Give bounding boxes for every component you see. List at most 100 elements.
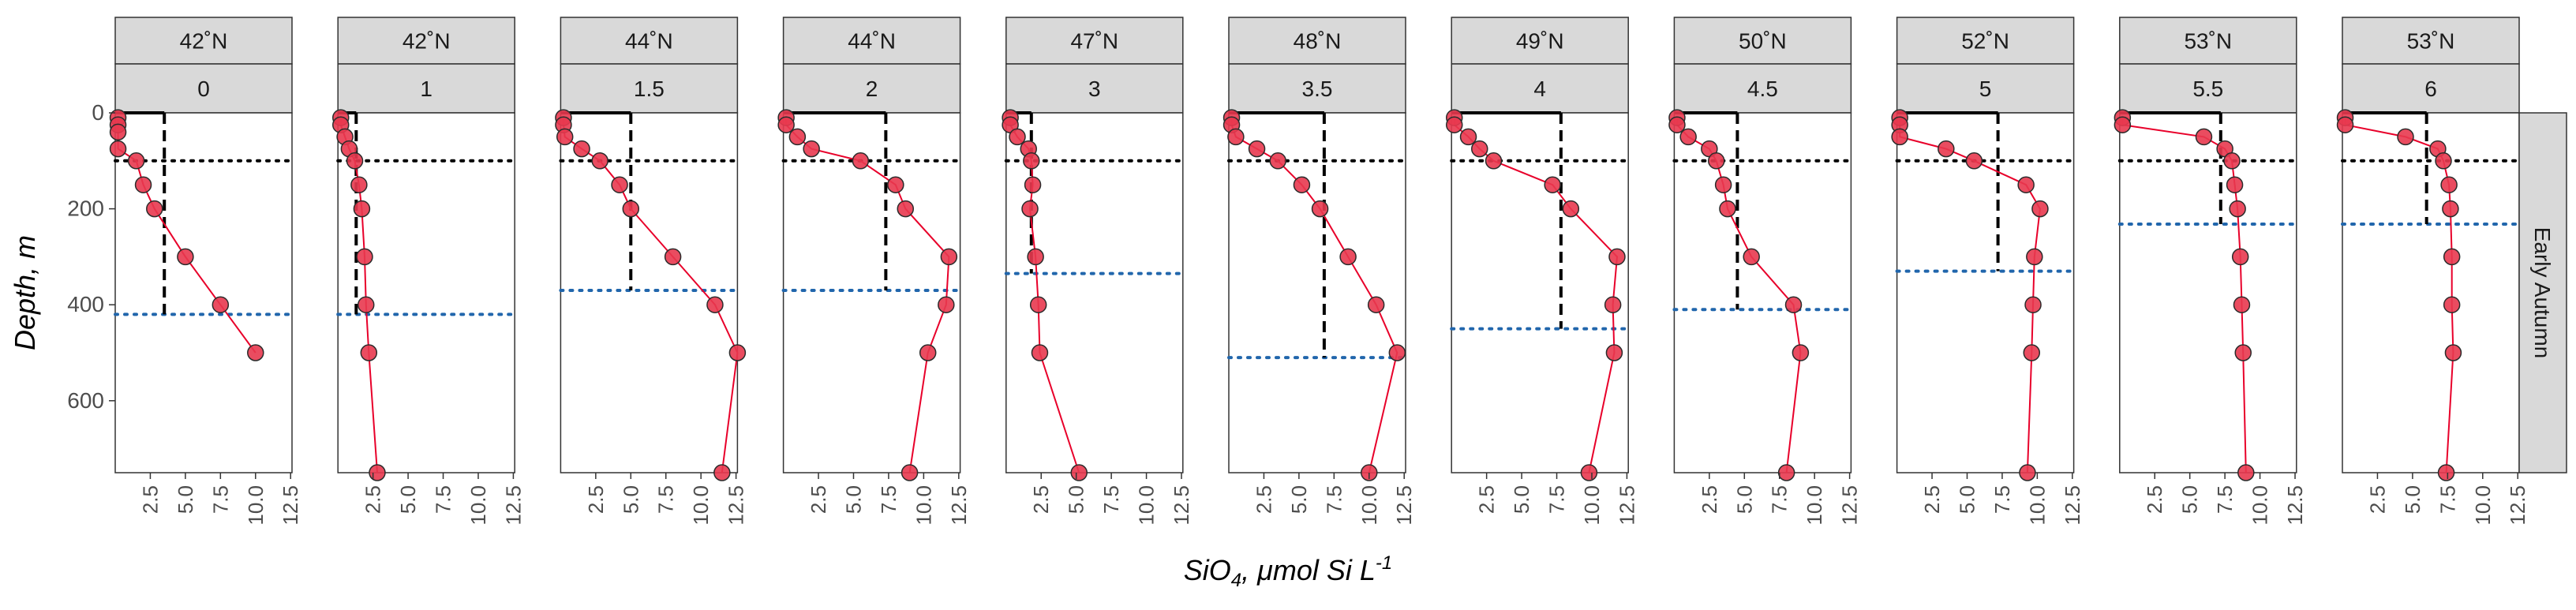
x-tick-label: 2.5 — [2143, 485, 2166, 514]
strip-latitude-label: 44˚N — [625, 29, 673, 54]
panel-area — [1228, 112, 1406, 473]
x-tick-label: 7.5 — [2213, 485, 2237, 514]
x-tick-label: 2.5 — [2365, 485, 2389, 514]
x-tick-label: 7.5 — [432, 485, 455, 514]
profile-point — [1021, 200, 1039, 218]
profile-point — [1024, 176, 1042, 193]
panel-area — [560, 112, 739, 473]
profile-point — [2233, 296, 2251, 313]
x-tick-label: 10.0 — [244, 485, 268, 526]
strip-station — [2342, 63, 2520, 114]
x-tick-label: 12.5 — [2283, 485, 2307, 526]
y-tick-label: 600 — [67, 388, 104, 413]
x-tick-label: 7.5 — [1322, 485, 1346, 514]
strip-latitude-label: 50˚N — [1739, 29, 1787, 54]
x-tick-label: 10.0 — [1580, 485, 1604, 526]
profile-point — [1446, 116, 1463, 133]
x-tick-label: 12.5 — [2506, 485, 2529, 526]
profile-point — [2231, 248, 2249, 266]
x-tick-label: 7.5 — [1099, 485, 1123, 514]
x-tick-label: 12.5 — [279, 485, 302, 526]
profile-point — [1965, 152, 1983, 170]
profile-point — [2237, 464, 2255, 481]
profile-point — [1792, 344, 1810, 361]
profile-point — [664, 248, 682, 266]
x-tick-label: 7.5 — [877, 485, 900, 514]
strip-latitude-label: 49˚N — [1516, 29, 1564, 54]
profile-point — [852, 152, 870, 170]
y-axis-title: Depth, m — [9, 235, 41, 350]
profile-point — [1031, 344, 1049, 361]
x-tick-label: 5.0 — [1732, 485, 1756, 514]
x-tick-label: 2.5 — [1029, 485, 1053, 514]
strip-latitude — [782, 17, 961, 65]
row-strip — [2518, 112, 2567, 473]
profile-point — [622, 200, 640, 218]
strip-station-label: 4.5 — [1747, 77, 1778, 101]
profile-point — [1227, 128, 1245, 146]
strip-latitude-label: 42˚N — [180, 29, 228, 54]
x-tick-label: 2.5 — [1698, 485, 1721, 514]
profile-point — [1293, 176, 1311, 193]
strip-station-label: 1.5 — [634, 77, 665, 101]
x-tick-label: 5.0 — [619, 485, 642, 514]
profile-point — [1719, 200, 1736, 218]
strip-station — [782, 63, 961, 114]
strip-station — [1228, 63, 1406, 114]
strip-station — [1896, 63, 2075, 114]
profile-point — [788, 128, 807, 146]
profile-point — [777, 116, 795, 133]
profile-point — [611, 176, 628, 193]
profile-point — [1784, 296, 1803, 313]
profile-point — [1388, 344, 1406, 361]
profile-point — [1248, 140, 1266, 158]
profile-point — [1707, 152, 1725, 170]
x-tick-label: 5.0 — [396, 485, 420, 514]
panel-area — [2342, 112, 2520, 473]
x-tick-label: 5.0 — [2401, 485, 2424, 514]
strip-station-label: 6 — [2424, 77, 2437, 101]
profile-point — [887, 176, 904, 193]
profile-point — [1269, 152, 1286, 170]
strip-latitude — [2342, 17, 2520, 65]
profile-point — [346, 152, 364, 170]
profile-point — [591, 152, 608, 170]
profile-point — [212, 296, 230, 313]
profile-point — [2017, 176, 2035, 193]
profile-point — [2234, 344, 2252, 361]
profile-point — [706, 296, 724, 313]
strip-station — [560, 63, 739, 114]
strip-latitude — [1896, 17, 2075, 65]
profile-point — [177, 248, 194, 266]
strip-latitude-label: 44˚N — [848, 29, 896, 54]
profile-point — [1027, 248, 1044, 266]
profile-point — [940, 248, 958, 266]
x-tick-label: 10.0 — [2248, 485, 2272, 526]
profile-point — [2023, 344, 2041, 361]
strip-station — [337, 63, 515, 114]
profile-point — [713, 464, 731, 481]
strip-station — [2119, 63, 2297, 114]
profile-point — [1562, 200, 1580, 218]
profile-point — [1544, 176, 1561, 193]
profile-point — [127, 152, 145, 170]
strip-station-label: 3 — [1088, 77, 1101, 101]
strip-latitude — [1451, 17, 1629, 65]
profile-point — [2026, 248, 2043, 266]
profile-point — [2440, 176, 2458, 193]
profile-point — [1070, 464, 1088, 481]
x-tick-label: 10.0 — [2471, 485, 2495, 526]
strip-station-label: 1 — [420, 77, 432, 101]
x-tick-label: 5.0 — [1510, 485, 1533, 514]
strip-station — [1673, 63, 1852, 114]
strip-station-label: 4 — [1533, 77, 1546, 101]
x-tick-label: 2.5 — [807, 485, 830, 514]
panel-area — [337, 112, 515, 473]
strip-station-label: 5.5 — [2192, 77, 2223, 101]
profile-point — [1891, 128, 1908, 146]
profile-point — [358, 296, 375, 313]
strip-latitude — [560, 17, 739, 65]
profile-point — [1608, 248, 1626, 266]
x-tick-label: 10.0 — [1135, 485, 1159, 526]
profile-point — [1459, 128, 1477, 146]
